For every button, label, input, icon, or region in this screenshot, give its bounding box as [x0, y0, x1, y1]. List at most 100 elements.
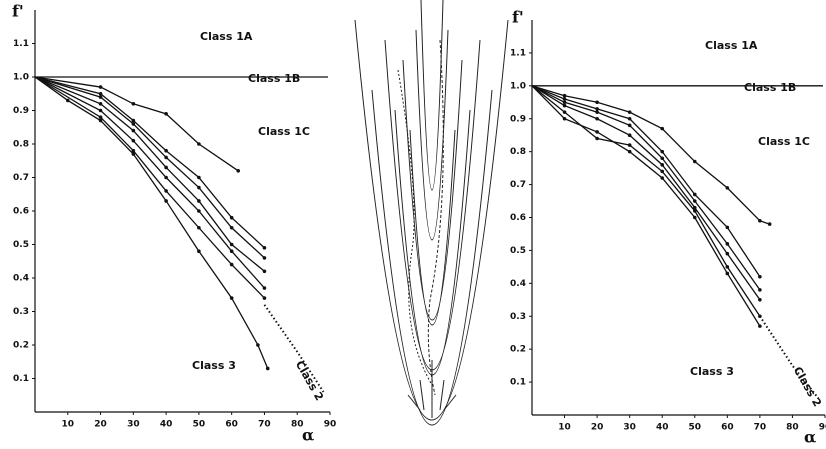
y-tick-label: 0.6 [510, 213, 526, 223]
y-tick-label: 0.5 [510, 246, 526, 256]
data-line [531, 85, 761, 278]
y-tick-label: 0.2 [13, 341, 29, 351]
data-point [758, 218, 762, 223]
data-line [34, 76, 265, 272]
data-point [595, 116, 599, 121]
data-point [98, 108, 103, 113]
y-tick-label: 0.9 [510, 114, 526, 124]
x-tick-label: 80 [291, 420, 304, 430]
y-tick-label: 0.1 [510, 378, 526, 388]
data-point [164, 112, 168, 116]
data-point [65, 98, 70, 103]
data-point [197, 225, 201, 230]
data-point [262, 286, 267, 290]
x-tick-label: 60 [225, 420, 238, 430]
x-tick-label: 90 [324, 420, 337, 430]
data-point [164, 189, 168, 193]
left-chart: f' α Class 1A Class 1B Class 1C Class 3 … [12, 2, 326, 445]
data-point [562, 103, 567, 108]
data-point [197, 209, 201, 213]
y-tick-label: 0.1 [13, 374, 29, 384]
data-point [725, 265, 730, 269]
annotation: Class 2 [791, 365, 824, 409]
annotation: Class 1C [258, 125, 310, 138]
x-tick-label: 40 [160, 420, 173, 430]
data-point [725, 225, 730, 230]
data-point [595, 100, 599, 105]
data-point [131, 128, 136, 133]
x-tick-label: 90 [819, 423, 826, 433]
data-point [767, 222, 772, 226]
data-line [531, 85, 761, 291]
data-point [229, 296, 234, 300]
data-point [692, 192, 697, 197]
data-line [531, 85, 761, 317]
data-point [758, 274, 762, 279]
data-point [627, 143, 632, 147]
data-point [627, 133, 632, 138]
data-point [692, 199, 697, 203]
y-tick-label: 0.9 [13, 106, 29, 116]
data-line [531, 85, 761, 327]
data-point [229, 242, 234, 247]
y-tick-label: 0.8 [510, 147, 526, 157]
data-point [197, 249, 201, 253]
y-tick-label: 0.7 [13, 173, 29, 183]
data-point [197, 175, 201, 180]
x-tick-label: 50 [193, 420, 206, 430]
y-tick-label: 1.1 [510, 48, 526, 58]
y-tick-label: 0.2 [510, 345, 526, 355]
right-chart: f' α Class 1A Class 1B Class 1C Class 3 … [512, 8, 824, 447]
x-tick-label: 20 [94, 420, 107, 430]
data-point [595, 107, 599, 111]
x-tick-label: 50 [689, 423, 702, 433]
data-point [660, 126, 665, 131]
data-point [131, 148, 136, 153]
y-axis-label: f' [12, 2, 24, 21]
x-tick-label: 30 [623, 423, 636, 433]
data-point [229, 262, 234, 267]
y-tick-label: 0.7 [510, 180, 526, 190]
y-tick-label: 1.0 [13, 73, 29, 83]
data-point [229, 249, 234, 253]
data-line [34, 76, 265, 249]
x-tick-label: 40 [656, 423, 669, 433]
data-point [692, 209, 697, 213]
data-point [692, 215, 697, 220]
x-tick-label: 80 [786, 423, 799, 433]
data-point [692, 159, 697, 164]
data-point [692, 205, 697, 210]
data-point [595, 136, 599, 141]
data-point [627, 123, 632, 128]
y-tick-label: 0.4 [510, 279, 526, 289]
data-point [627, 149, 632, 154]
data-point [164, 175, 168, 180]
data-point [131, 122, 136, 126]
data-point [725, 271, 730, 276]
data-point [197, 185, 201, 190]
x-tick-label: 20 [591, 423, 604, 433]
data-point [197, 142, 201, 146]
data-point [758, 288, 762, 292]
data-point [131, 102, 136, 106]
data-line [531, 85, 761, 301]
data-point [131, 118, 136, 123]
annotation: Class 2 [293, 359, 326, 403]
data-point [562, 93, 567, 98]
data-point [758, 297, 762, 302]
y-tick-label: 1.0 [510, 81, 526, 91]
data-point [627, 110, 632, 114]
y-tick-label: 1.1 [13, 39, 29, 49]
data-line [34, 76, 239, 172]
annotation: Class 1B [744, 81, 796, 94]
data-point [236, 169, 241, 173]
y-tick-label: 0.3 [510, 312, 526, 322]
data-line [34, 76, 265, 259]
data-point [164, 165, 168, 170]
data-point [98, 118, 103, 123]
x-tick-label: 70 [258, 420, 271, 430]
data-point [562, 97, 567, 101]
annotation: Class 1A [200, 30, 253, 43]
data-point [98, 102, 103, 106]
